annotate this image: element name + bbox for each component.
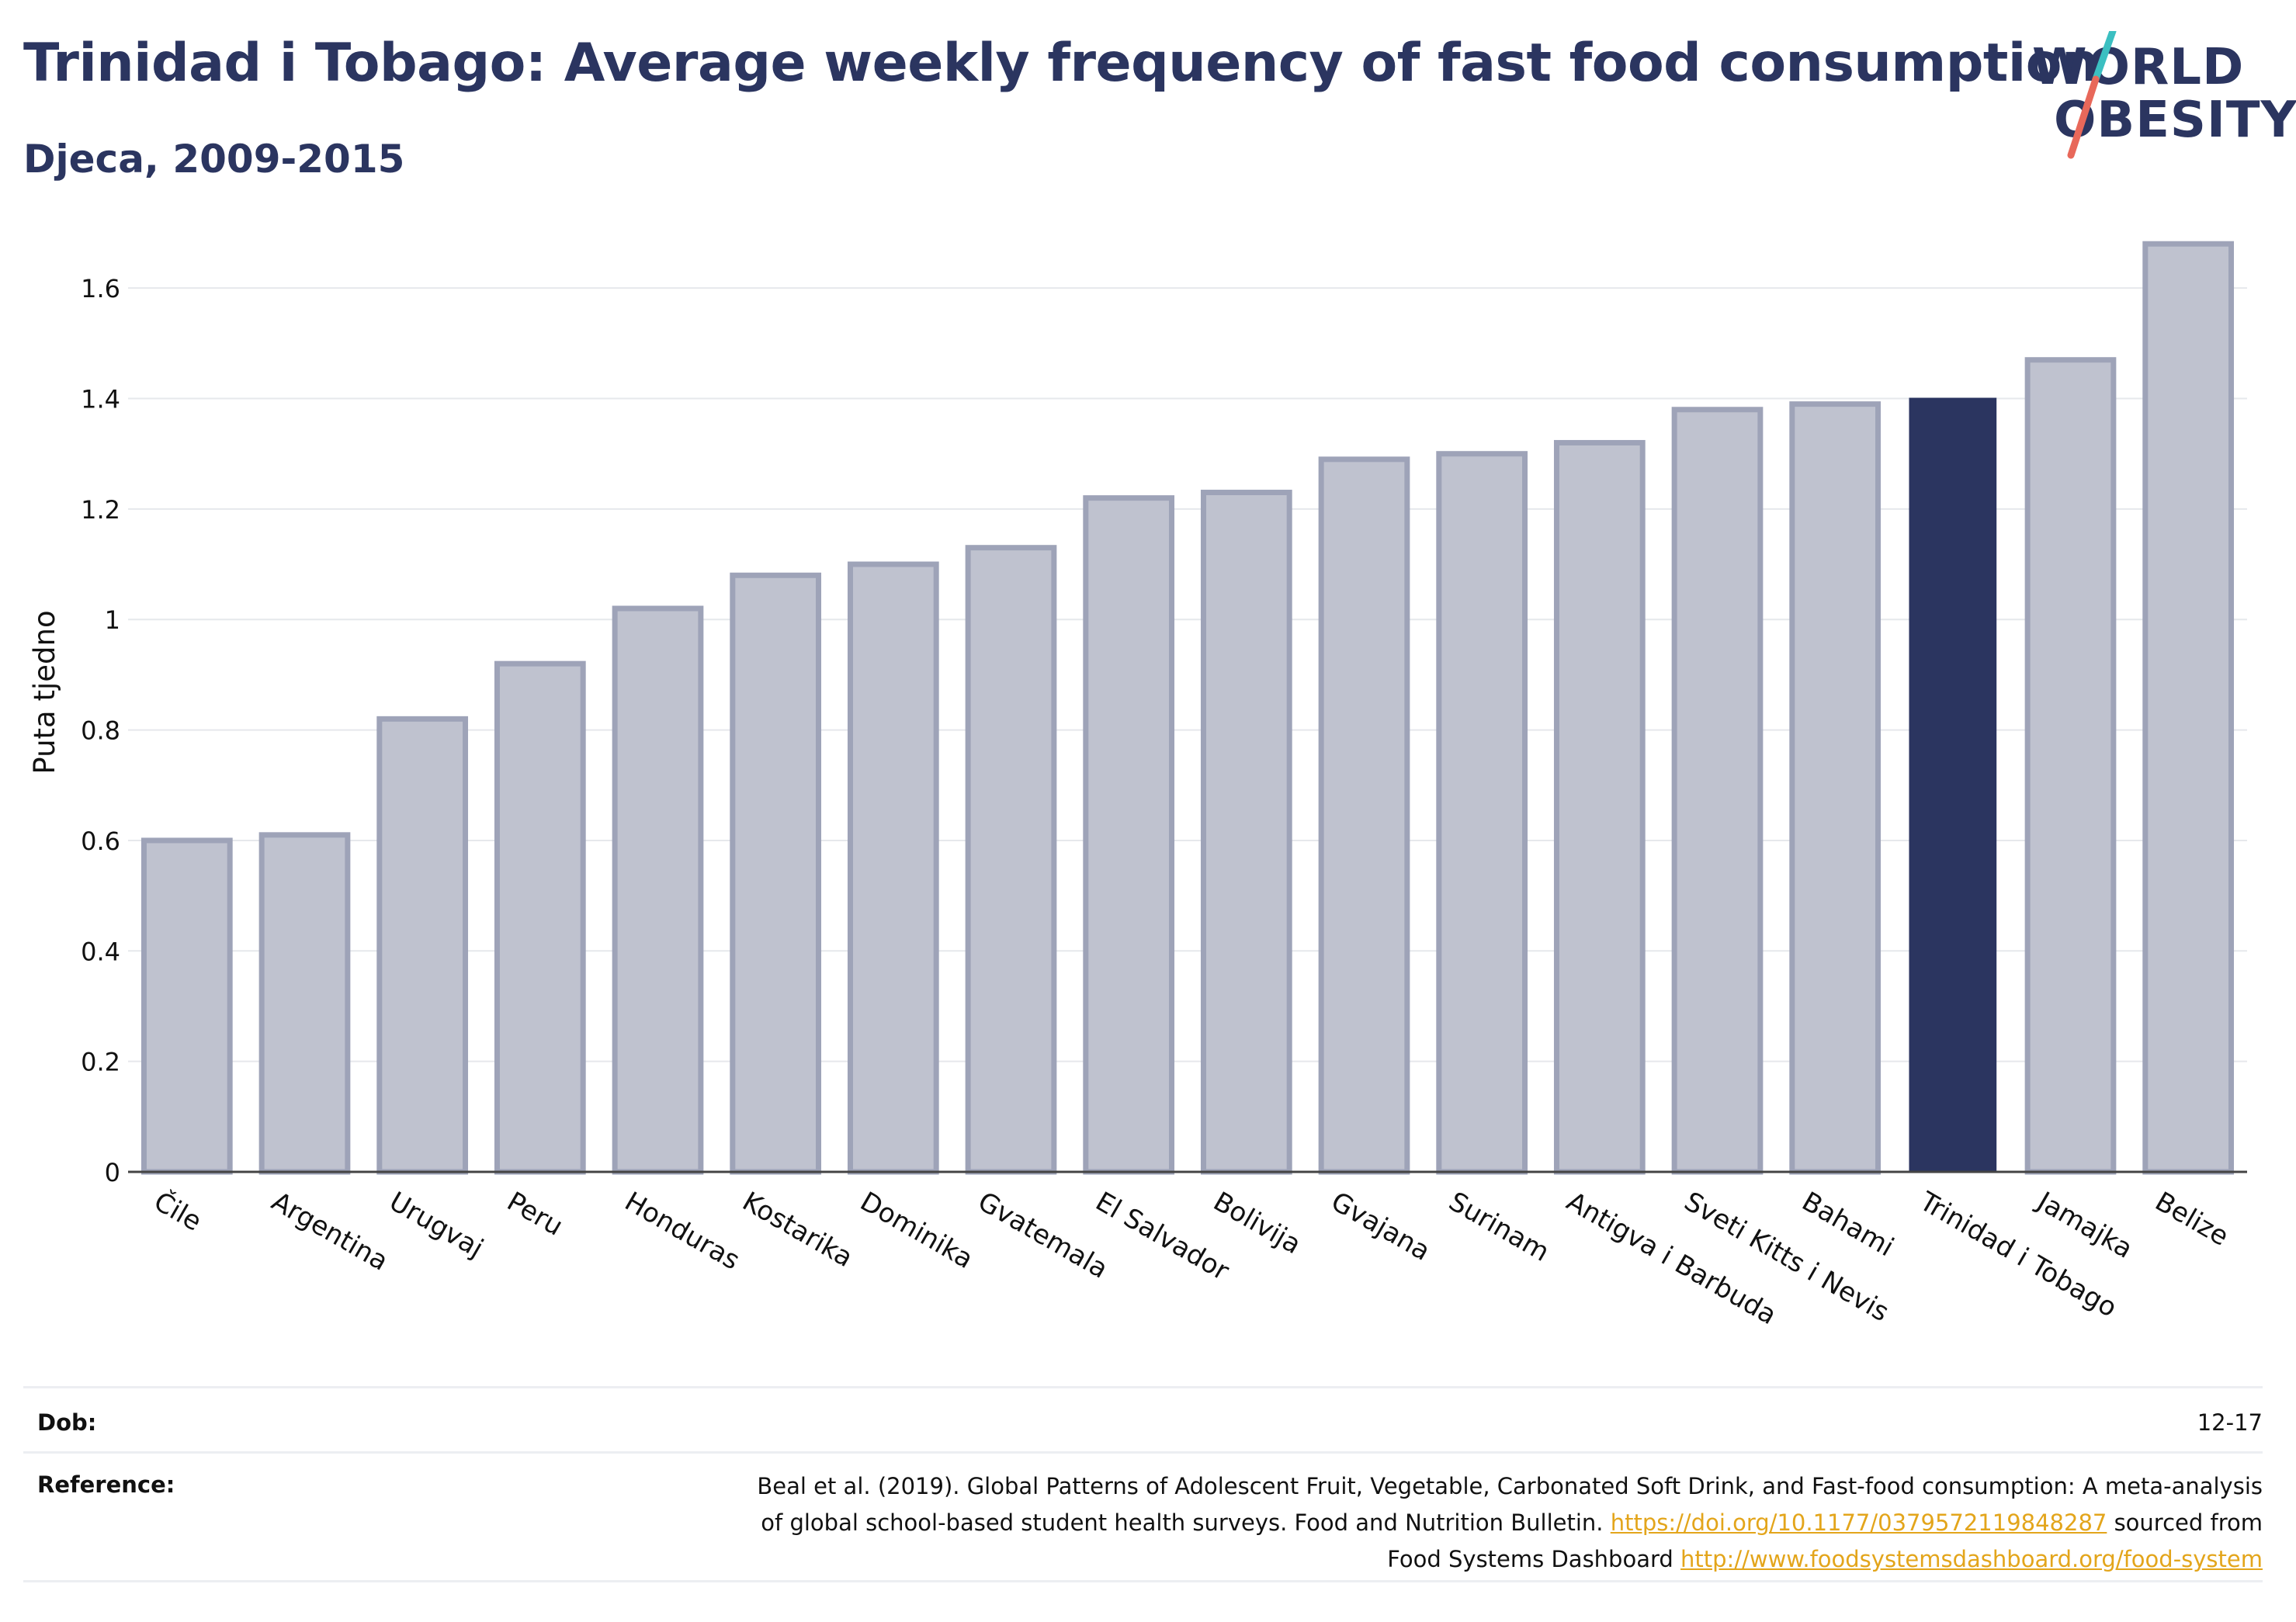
x-tick-label: Antigva i Barbuda (1561, 1186, 1781, 1331)
bar (730, 572, 822, 1175)
y-tick-label: 1 (105, 605, 120, 635)
x-tick-label: Peru (501, 1186, 568, 1242)
y-tick-label: 1.6 (81, 274, 120, 303)
age-value: 12-17 (2197, 1409, 2263, 1436)
footer-reference-row: Reference: Beal et al. (2019). Global Pa… (23, 1468, 2263, 1585)
age-label: Dob: (37, 1409, 97, 1436)
bar (1318, 456, 1410, 1175)
bars (140, 241, 2235, 1175)
gridlines (128, 287, 2247, 1062)
chart-subtitle: Djeca, 2009-2015 (23, 137, 405, 182)
footer-divider-top (23, 1386, 2263, 1388)
y-axis-ticks: 0 0.2 0.4 0.6 0.8 1 1.2 1.4 1.6 (81, 274, 120, 1187)
world-obesity-logo: WORLD OBESITY (2018, 31, 2296, 163)
reference-line-3: Food Systems Dashboard http://www.foodsy… (555, 1541, 2263, 1578)
reference-text-4: Food Systems Dashboard (1387, 1546, 1681, 1572)
x-tick-label: Bahami (1797, 1186, 1899, 1263)
reference-label: Reference: (37, 1471, 175, 1498)
reference-text-3: sourced from (2107, 1509, 2263, 1536)
bar (1436, 451, 1528, 1175)
y-tick-label: 0.8 (81, 716, 120, 746)
reference-text-2: of global school-based student health su… (761, 1509, 1611, 1536)
doi-link[interactable]: https://doi.org/10.1177/0379572119848287 (1610, 1509, 2107, 1536)
bar (376, 716, 469, 1175)
bar (847, 561, 939, 1175)
y-tick-label: 0.4 (81, 937, 120, 966)
logo-line-1: WORLD (2032, 39, 2245, 96)
dashboard-link[interactable]: http://www.foodsystemsdashboard.org/food… (1680, 1546, 2263, 1572)
bar (1083, 495, 1175, 1175)
bar-chart: 0 0.2 0.4 0.6 0.8 1 1.2 1.4 1.6 Čile ArgentinaUru… (28, 241, 2247, 1331)
logo-line-2: OBESITY (2054, 92, 2296, 149)
bar (1200, 490, 1292, 1175)
logo-slash-icon (2067, 31, 2117, 159)
bar (1789, 401, 1882, 1175)
y-tick-label: 1.4 (81, 385, 120, 414)
y-axis-label: Puta tjedno (28, 610, 61, 774)
x-tick-label: Urugvaj (384, 1186, 489, 1264)
x-tick-label: Sveti Kitts i Nevis (1679, 1186, 1894, 1328)
reference-line-1: Beal et al. (2019). Global Patterns of A… (757, 1473, 2263, 1499)
bar (258, 832, 351, 1175)
chart-title: Trinidad i Tobago: Average weekly freque… (23, 33, 2099, 94)
x-tick-label: Honduras (619, 1186, 745, 1276)
bar (140, 837, 233, 1175)
footer-divider-middle (23, 1451, 2263, 1454)
x-tick-label: Belize (2150, 1186, 2234, 1253)
bar-highlighted (1909, 397, 1997, 1173)
x-tick-label: Gvajana (1326, 1186, 1435, 1267)
x-tick-label: Trinidad i Tobago (1913, 1186, 2121, 1324)
bar (2024, 357, 2117, 1175)
x-tick-label: Surinam (1444, 1186, 1555, 1268)
bar (965, 545, 1057, 1175)
bar (494, 660, 586, 1175)
y-tick-label: 0.6 (81, 827, 120, 856)
x-tick-label: Dominika (855, 1186, 978, 1275)
y-tick-label: 1.2 (81, 495, 120, 525)
y-tick-label: 0.2 (81, 1048, 120, 1077)
bar (2142, 241, 2235, 1175)
bar (612, 605, 704, 1175)
footer-age-row: Dob: 12-17 (23, 1406, 2263, 1442)
bar (1671, 407, 1764, 1175)
x-tick-label: Čile (148, 1185, 207, 1237)
x-tick-label: Bolivija (1208, 1186, 1306, 1260)
bar (1553, 439, 1646, 1175)
y-tick-label: 0 (105, 1158, 120, 1187)
x-tick-label: El Salvador (1091, 1186, 1234, 1287)
x-tick-label: Kostarika (737, 1186, 858, 1274)
x-tick-label: Argentina (266, 1186, 394, 1277)
reference-line-2: of global school-based student health su… (555, 1505, 2263, 1541)
reference-text: Beal et al. (2019). Global Patterns of A… (555, 1468, 2263, 1578)
x-tick-label: Gvatemala (973, 1186, 1113, 1285)
footer-divider-bottom (23, 1580, 2263, 1582)
